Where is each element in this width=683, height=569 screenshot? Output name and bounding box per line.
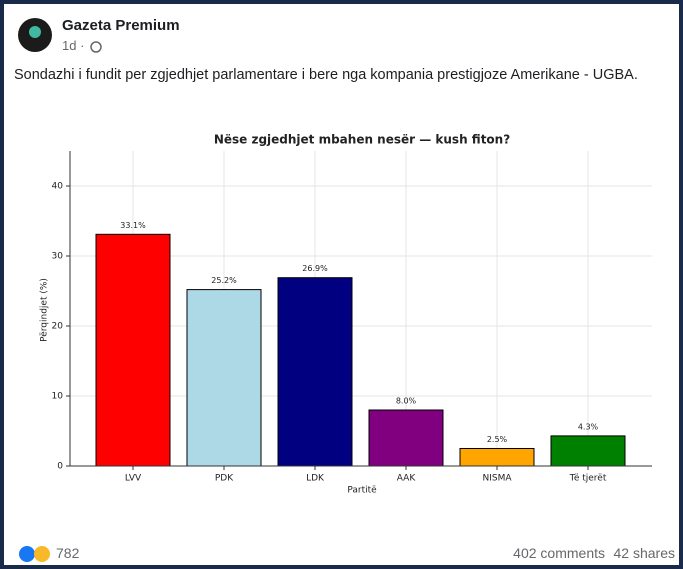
reaction-count[interactable]: 782	[56, 545, 80, 561]
y-tick-label: 40	[52, 182, 64, 192]
post-graphics	[18, 18, 102, 562]
chart-title: Nëse zgjedhjet mbahen nesër — kush fiton…	[214, 133, 510, 147]
bar	[368, 409, 444, 467]
bar	[277, 277, 353, 467]
x-tick-label: PDK	[215, 474, 234, 484]
chart: Nëse zgjedhjet mbahen nesër — kush fiton…	[40, 133, 652, 496]
y-tick-label: 10	[52, 392, 64, 402]
globe-icon	[90, 41, 102, 53]
y-tick-label: 0	[57, 462, 63, 472]
x-tick-label: LVV	[125, 474, 142, 484]
author[interactable]: Gazeta Premium	[62, 17, 180, 34]
y-tick-label: 30	[52, 252, 64, 262]
x-tick-label: Të tjerët	[569, 474, 607, 484]
time: 1d ·	[62, 38, 85, 53]
bar	[95, 233, 171, 467]
haha-icon[interactable]	[34, 546, 50, 562]
like-icon[interactable]	[19, 546, 35, 562]
value-label: 26.9%	[302, 264, 328, 273]
x-axis-label: Partitë	[347, 486, 377, 496]
value-label: 33.1%	[120, 221, 146, 230]
bar	[186, 289, 262, 467]
post-text: Sondazhi i fundit per zgjedhjet parlamen…	[14, 67, 638, 83]
x-tick-label: LDK	[306, 474, 325, 484]
value-label: 25.2%	[211, 276, 237, 285]
x-tick-label: NISMA	[482, 474, 512, 484]
value-label: 2.5%	[487, 435, 508, 444]
x-tick-label: AAK	[397, 474, 417, 484]
shares[interactable]: 42 shares	[613, 545, 675, 561]
value-label: 4.3%	[578, 422, 599, 431]
y-axis-label: Përqindjet (%)	[40, 278, 50, 342]
comments[interactable]: 402 comments	[513, 545, 605, 561]
bar	[550, 435, 626, 467]
y-tick-label: 20	[52, 322, 64, 332]
value-label: 8.0%	[396, 397, 417, 406]
avatar-logo	[29, 26, 41, 38]
bar	[459, 448, 535, 467]
